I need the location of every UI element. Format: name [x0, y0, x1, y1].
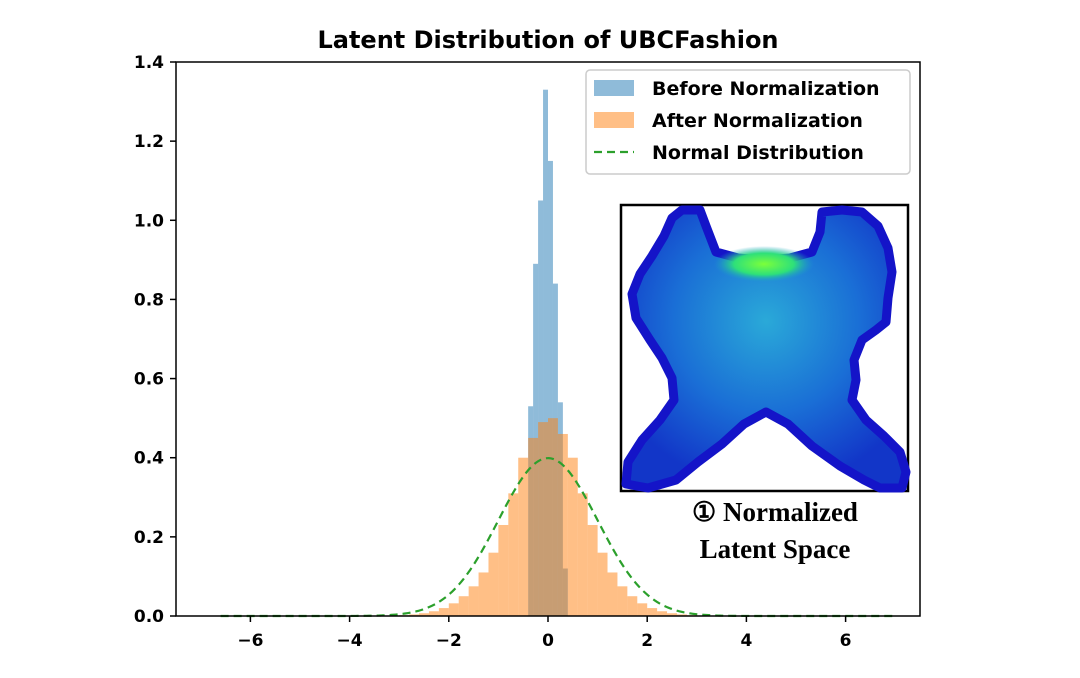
hist-bar-after	[587, 524, 598, 616]
hist-bar-after	[488, 552, 499, 616]
y-tick-label: 0.0	[134, 607, 164, 627]
hist-bar-after	[498, 524, 509, 616]
hist-bar-after	[518, 457, 529, 616]
hist-bar-before	[543, 89, 548, 616]
x-tick-label: −2	[436, 631, 462, 651]
hist-bar-after	[647, 608, 658, 616]
x-tick-label: 6	[840, 631, 852, 651]
hist-bar-after	[617, 586, 628, 616]
latent-space-shape	[621, 205, 911, 493]
y-tick-label: 0.8	[134, 290, 164, 310]
hist-bar-after	[419, 613, 429, 616]
x-tick-label: 2	[641, 631, 653, 651]
inset-image: ① Normalized Latent Space	[619, 203, 911, 564]
hist-bar-after	[528, 437, 539, 616]
legend-swatch-before	[594, 80, 634, 96]
hist-bar-after	[538, 422, 548, 616]
legend-label-before: Before Normalization	[652, 78, 880, 100]
y-tick-label: 0.6	[134, 370, 164, 390]
hist-bar-after	[627, 596, 638, 616]
legend-label-after: After Normalization	[652, 110, 863, 132]
hist-bar-after	[448, 603, 459, 616]
hist-bar-after	[458, 596, 469, 616]
y-tick-label: 0.4	[134, 449, 164, 469]
x-tick-label: 0	[542, 631, 554, 651]
inset-caption-line1: ① Normalized	[692, 497, 858, 527]
y-tick-label: 1.2	[134, 132, 164, 152]
hist-bar-after	[409, 614, 420, 616]
hist-bar-after	[508, 493, 519, 616]
hist-bar-after	[478, 572, 489, 616]
latent-space-highlight	[714, 246, 814, 282]
y-tick-label: 1.4	[134, 53, 164, 73]
legend-label-normal: Normal Distribution	[652, 142, 864, 164]
hist-bar-after	[676, 614, 687, 616]
hist-bar-after	[577, 493, 588, 616]
x-tick-label: −6	[237, 631, 263, 651]
hist-bar-after	[667, 613, 677, 616]
hist-bar-before	[548, 160, 553, 616]
x-tick-label: −4	[337, 631, 363, 651]
hist-bar-after	[607, 572, 618, 616]
hist-bar-after	[657, 611, 668, 616]
hist-bar-after	[557, 433, 568, 616]
histogram-bars	[399, 89, 697, 616]
legend-box	[585, 69, 911, 175]
x-tick-label: 4	[740, 631, 752, 651]
hist-bar-after	[438, 608, 449, 616]
y-tick-label: 0.2	[134, 528, 164, 548]
y-tick-label: 1.0	[134, 211, 164, 231]
chart-title: Latent Distribution of UBCFashion	[317, 26, 778, 54]
hist-bar-after	[637, 603, 648, 616]
legend-swatch-after	[594, 112, 634, 128]
hist-bar-before	[538, 200, 544, 616]
hist-bar-after	[468, 586, 479, 616]
legend: Before Normalization After Normalization…	[585, 69, 911, 175]
hist-bar-after	[567, 457, 578, 616]
hist-bar-after	[548, 418, 558, 616]
plot-frame	[175, 61, 921, 617]
hist-bar-after	[597, 552, 608, 616]
axis-ticks: −6 −4 −2 0 2 4 6 0.0 0.2 0.4 0.6 0.8 1.0 1.2 1.4	[134, 53, 852, 651]
hist-bar-after	[428, 611, 439, 616]
inset-caption-line2: Latent Space	[700, 534, 851, 564]
